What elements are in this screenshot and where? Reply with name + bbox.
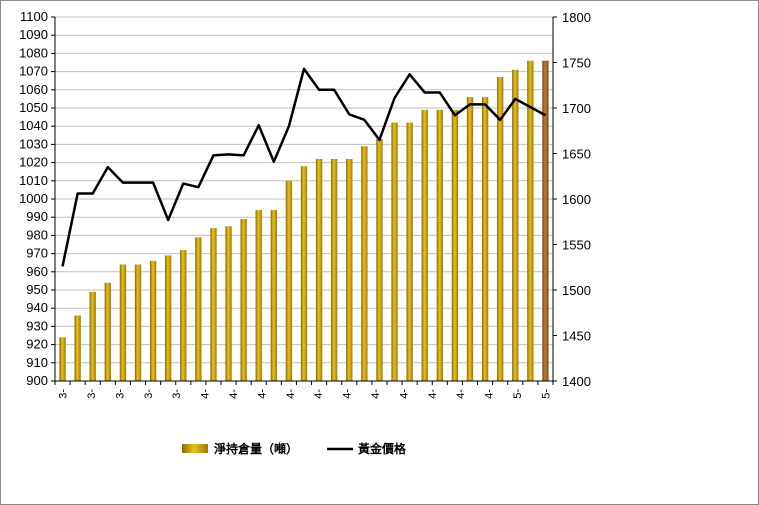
bar-12 bbox=[240, 219, 247, 381]
bar-25 bbox=[436, 109, 443, 381]
x-tick-label: 4- bbox=[256, 389, 268, 399]
x-tick-label: 4- bbox=[370, 389, 382, 399]
x-tick-label: 4- bbox=[285, 389, 297, 399]
bar-28 bbox=[481, 97, 489, 381]
left-tick-label: 960 bbox=[26, 264, 48, 279]
right-tick-label: 1500 bbox=[562, 283, 591, 298]
right-tick-label: 1700 bbox=[562, 101, 591, 116]
left-tick-label: 1070 bbox=[19, 64, 48, 79]
left-y-axis-ticks: 900 910 920 930 940 950 960 970 980 990 1000 1010 10… bbox=[19, 9, 55, 388]
bar-11 bbox=[225, 226, 232, 381]
legend-swatch-net-holdings bbox=[182, 444, 208, 453]
bar-21 bbox=[376, 138, 383, 381]
left-tick-label: 910 bbox=[26, 355, 48, 370]
bar-16 bbox=[300, 166, 308, 381]
x-axis-ticks: 3- 3- 3- 3- 3- 4- 4- 4- 4- 4- 4- 4- 4- 4- 4- 4- 5- 5- bbox=[54, 381, 554, 399]
bar-32 bbox=[542, 60, 549, 382]
bar-19 bbox=[346, 158, 353, 381]
right-tick-label: 1800 bbox=[562, 10, 591, 25]
left-tick-label: 920 bbox=[26, 337, 48, 352]
left-tick-label: 900 bbox=[26, 373, 48, 388]
legend-label-gold-price: 黃金價格 bbox=[357, 441, 407, 456]
x-tick-label: 3- bbox=[58, 389, 70, 399]
left-tick-label: 1040 bbox=[19, 118, 48, 133]
bar-20 bbox=[361, 146, 368, 381]
right-tick-label: 1750 bbox=[562, 56, 591, 71]
left-tick-label: 1100 bbox=[20, 9, 48, 24]
left-tick-label: 1090 bbox=[19, 27, 48, 42]
left-tick-label: 1010 bbox=[19, 173, 48, 188]
x-tick-label: 3- bbox=[114, 389, 126, 399]
x-tick-label: 3- bbox=[86, 389, 98, 399]
bar-17 bbox=[315, 158, 323, 381]
left-tick-label: 1020 bbox=[19, 155, 48, 170]
left-tick-label: 950 bbox=[26, 282, 48, 297]
bar-22 bbox=[391, 122, 398, 381]
x-tick-label: 4- bbox=[455, 389, 467, 399]
left-tick-label: 1060 bbox=[19, 82, 48, 97]
bar-27 bbox=[466, 97, 474, 381]
left-tick-label: 1000 bbox=[19, 191, 48, 206]
x-tick-label: 3- bbox=[171, 389, 183, 399]
gold-price-line bbox=[61, 67, 547, 267]
bar-10 bbox=[210, 228, 217, 381]
bar-7 bbox=[165, 255, 172, 381]
left-tick-label: 980 bbox=[26, 227, 48, 242]
bar-4 bbox=[119, 264, 127, 381]
x-tick-label: 5- bbox=[540, 389, 552, 399]
x-tick-label: 4- bbox=[427, 389, 439, 399]
bar-31 bbox=[527, 60, 534, 382]
left-tick-label: 970 bbox=[26, 246, 48, 261]
x-tick-label: 4- bbox=[342, 389, 354, 399]
bar-15 bbox=[285, 180, 293, 381]
bar-5 bbox=[134, 264, 142, 381]
right-tick-label: 1600 bbox=[562, 192, 591, 207]
right-tick-label: 1400 bbox=[562, 374, 591, 389]
net-holdings-bars bbox=[59, 60, 549, 382]
left-tick-label: 990 bbox=[26, 209, 48, 224]
bar-26 bbox=[451, 109, 459, 381]
bar-1 bbox=[74, 315, 81, 381]
left-tick-label: 1080 bbox=[19, 45, 48, 60]
x-tick-label: 4- bbox=[398, 389, 410, 399]
bar-8 bbox=[180, 249, 187, 381]
right-tick-label: 1450 bbox=[562, 329, 591, 344]
left-tick-label: 940 bbox=[26, 300, 48, 315]
right-tick-label: 1650 bbox=[562, 147, 591, 162]
x-tick-label: 4- bbox=[200, 389, 212, 399]
x-tick-label: 4- bbox=[484, 389, 496, 399]
bar-2 bbox=[89, 291, 96, 381]
bar-3 bbox=[104, 282, 111, 381]
legend: 淨持倉量（噸） 黃金價格 bbox=[182, 441, 407, 456]
bar-0 bbox=[59, 337, 66, 381]
left-tick-label: 930 bbox=[26, 318, 48, 333]
left-tick-label: 1050 bbox=[19, 100, 48, 115]
bar-9 bbox=[195, 237, 202, 381]
legend-label-net-holdings: 淨持倉量（噸） bbox=[213, 441, 298, 456]
x-tick-label: 3- bbox=[143, 389, 155, 399]
bar-23 bbox=[406, 122, 413, 381]
bar-29 bbox=[497, 77, 504, 381]
right-tick-label: 1550 bbox=[562, 238, 591, 253]
bar-13 bbox=[255, 209, 262, 381]
bar-30 bbox=[512, 69, 519, 381]
bar-18 bbox=[331, 158, 338, 381]
bar-14 bbox=[270, 209, 277, 381]
x-tick-label: 4- bbox=[228, 389, 240, 399]
right-y-axis-ticks: 1400 1450 1500 1550 1600 1650 1700 1750 1800 bbox=[553, 10, 591, 389]
x-tick-label: 4- bbox=[313, 389, 325, 399]
bar-6 bbox=[149, 260, 157, 381]
x-tick-label: 5- bbox=[512, 389, 524, 399]
left-tick-label: 1030 bbox=[19, 136, 48, 151]
gold-price-polyline bbox=[61, 67, 547, 267]
bar-24 bbox=[421, 109, 428, 381]
